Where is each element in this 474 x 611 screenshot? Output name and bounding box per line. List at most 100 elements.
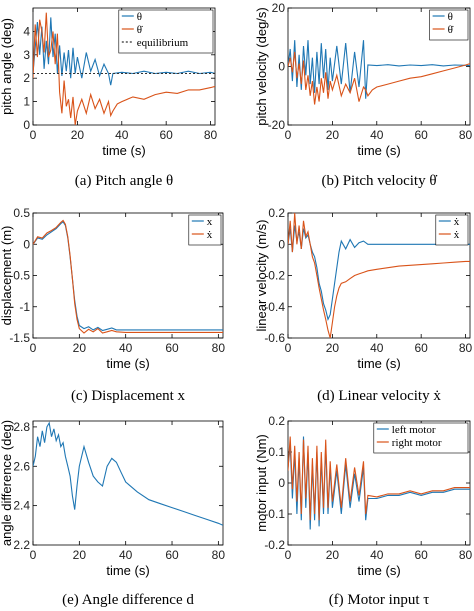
chart-caption: (c) Displacement x xyxy=(71,388,186,404)
x-axis-label: time (s) xyxy=(106,356,149,371)
series-line-blue xyxy=(33,17,215,86)
x-tick-label: 80 xyxy=(212,548,226,562)
series-line-blue xyxy=(33,220,223,332)
y-tick-label: 0.5 xyxy=(13,206,30,220)
legend-box xyxy=(118,9,214,54)
x-tick-label: 60 xyxy=(414,341,428,355)
series-line-orange xyxy=(33,219,223,334)
series-line-orange xyxy=(288,436,470,521)
y-tick-label: -0.2 xyxy=(264,269,285,283)
legend-entry: ẋ xyxy=(454,229,460,241)
series-line-orange xyxy=(33,12,215,125)
x-tick-label: 0 xyxy=(30,128,37,142)
chart-caption: (a) Pitch angle θ xyxy=(75,173,173,189)
x-tick-label: 60 xyxy=(165,341,179,355)
y-axis-label: motor input (Nm) xyxy=(254,434,269,532)
x-tick-label: 0 xyxy=(285,341,292,355)
x-tick-label: 60 xyxy=(159,128,173,142)
x-tick-label: 20 xyxy=(326,341,340,355)
y-tick-label: 0.1 xyxy=(268,445,285,459)
x-tick-label: 40 xyxy=(370,341,384,355)
x-tick-label: 0 xyxy=(285,128,292,142)
y-tick-label: 0.2 xyxy=(268,414,285,428)
legend-entry: θ̇ xyxy=(137,24,143,36)
x-tick-label: 80 xyxy=(459,548,473,562)
chart-panel-0: 0 20 40 60 80 0 1 2 3 4 time (s) pitch angle (deg) θ… xyxy=(0,7,218,189)
y-tick-label: 20 xyxy=(272,1,286,15)
chart-panel-2: 0 20 40 60 80 -1.5 -1 -0.5 0 0.5 time (s) displacem… xyxy=(0,206,225,404)
y-axis-label: angle difference (deg) xyxy=(0,420,14,546)
x-tick-label: 80 xyxy=(459,128,473,142)
x-axis-label: time (s) xyxy=(357,143,400,158)
legend-entry: left motor xyxy=(392,424,436,436)
x-axis-label: time (s) xyxy=(106,563,149,578)
y-tick-label: 2.4 xyxy=(13,499,30,513)
y-tick-label: 2.8 xyxy=(13,420,30,434)
y-tick-label: 4 xyxy=(23,24,30,38)
y-axis-label: pitch velocity (deg/s) xyxy=(254,7,269,126)
y-tick-label: -0.1 xyxy=(264,507,285,521)
chart-caption: (f) Motor input τ xyxy=(329,592,430,608)
chart-panel-3: 0 20 40 60 80 -0.6 -0.4 -0.2 0 0.2 time (s) linear … xyxy=(254,206,473,404)
legend-box xyxy=(429,9,469,41)
x-tick-label: 0 xyxy=(30,341,37,355)
x-tick-label: 40 xyxy=(119,341,133,355)
y-tick-label: -0.2 xyxy=(264,538,285,552)
plot-frame xyxy=(32,420,224,546)
x-axis-label: time (s) xyxy=(357,563,400,578)
x-axis-label: time (s) xyxy=(102,143,145,158)
legend-entry: ẋ xyxy=(454,216,460,228)
y-tick-label: -0.5 xyxy=(9,269,30,283)
x-tick-label: 80 xyxy=(459,341,473,355)
x-axis-label: time (s) xyxy=(357,356,400,371)
legend-entry: ẋ xyxy=(207,229,213,241)
series-line-blue xyxy=(288,40,470,99)
y-tick-label: 2.2 xyxy=(13,538,30,552)
x-tick-label: 20 xyxy=(326,128,340,142)
chart-caption: (b) Pitch velocity θ̇ xyxy=(321,173,437,189)
x-tick-label: 40 xyxy=(370,128,384,142)
legend-entry: θ̇ xyxy=(448,24,454,36)
y-tick-label: 0 xyxy=(278,237,285,251)
x-tick-label: 20 xyxy=(71,128,85,142)
y-tick-label: 0.2 xyxy=(268,206,285,220)
legend-box xyxy=(435,214,469,246)
y-tick-label: -1 xyxy=(19,300,30,314)
legend-entry: right motor xyxy=(392,437,442,449)
x-tick-label: 20 xyxy=(326,548,340,562)
x-tick-label: 40 xyxy=(115,128,129,142)
legend-entry: equilibrium xyxy=(137,37,189,49)
x-tick-label: 60 xyxy=(165,548,179,562)
y-tick-label: -20 xyxy=(268,118,286,132)
y-tick-label: 0 xyxy=(23,237,30,251)
series-line-orange xyxy=(288,51,470,105)
series-line-blue xyxy=(33,421,223,526)
y-tick-label: 2 xyxy=(23,71,30,85)
y-tick-label: 0 xyxy=(278,60,285,74)
y-axis-label: pitch angle (deg) xyxy=(0,18,14,115)
legend-box xyxy=(188,214,222,246)
y-tick-label: -1.5 xyxy=(9,331,30,345)
x-tick-label: 40 xyxy=(370,548,384,562)
chart-caption: (e) Angle difference d xyxy=(62,592,194,608)
series-line-orange xyxy=(288,213,470,338)
x-tick-label: 60 xyxy=(414,128,428,142)
chart-caption: (d) Linear velocity ẋ xyxy=(317,388,441,404)
y-tick-label: 0 xyxy=(23,118,30,132)
y-axis-label: displacement (m) xyxy=(0,226,14,326)
y-tick-label: 2.6 xyxy=(13,459,30,473)
x-tick-label: 20 xyxy=(73,548,87,562)
y-tick-label: 0 xyxy=(278,476,285,490)
y-tick-label: -0.4 xyxy=(264,300,285,314)
chart-panel-5: 0 20 40 60 80 -0.2 -0.1 0 0.1 0.2 time (s) motor in… xyxy=(254,414,473,608)
y-tick-label: -0.6 xyxy=(264,331,285,345)
legend-entry: θ xyxy=(448,11,453,23)
chart-panel-4: 0 20 40 60 80 2.2 2.4 2.6 2.8 time (s) angle diffe… xyxy=(0,420,225,608)
x-tick-label: 80 xyxy=(204,128,218,142)
legend-box xyxy=(373,422,469,454)
x-tick-label: 0 xyxy=(285,548,292,562)
legend-entry: θ xyxy=(137,11,142,23)
x-tick-label: 60 xyxy=(414,548,428,562)
